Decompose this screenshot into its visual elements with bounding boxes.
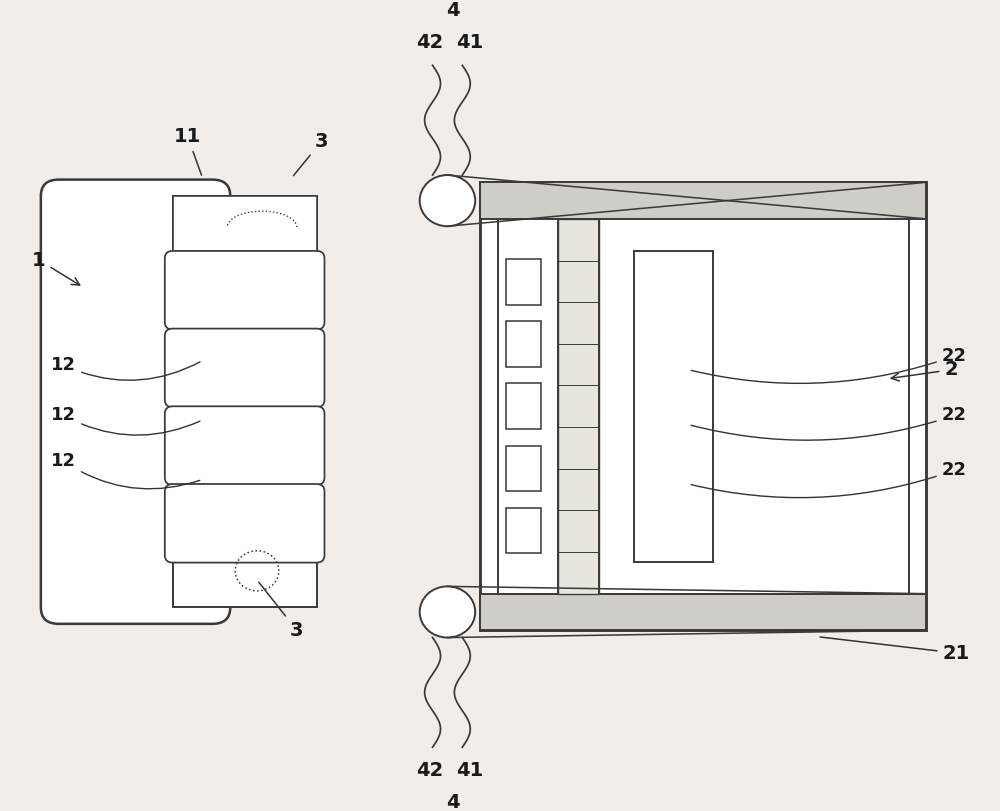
Text: 42: 42 — [416, 761, 443, 779]
Text: 22: 22 — [691, 347, 967, 384]
Bar — [498, 219, 909, 594]
Text: 41: 41 — [456, 761, 483, 779]
Bar — [480, 182, 926, 219]
Text: 22: 22 — [691, 461, 967, 498]
Text: 3: 3 — [259, 582, 303, 640]
Text: 41: 41 — [456, 33, 483, 52]
Text: 12: 12 — [51, 406, 200, 436]
Bar — [558, 219, 599, 594]
Text: 1: 1 — [32, 251, 80, 285]
FancyBboxPatch shape — [41, 179, 230, 624]
Bar — [173, 196, 317, 607]
Text: 12: 12 — [51, 453, 200, 489]
Bar — [506, 260, 541, 305]
Text: 2: 2 — [891, 360, 958, 381]
Text: 22: 22 — [691, 406, 967, 440]
Text: 11: 11 — [174, 127, 202, 175]
Text: 42: 42 — [416, 33, 443, 52]
Circle shape — [420, 175, 475, 226]
Bar — [480, 182, 926, 630]
FancyBboxPatch shape — [165, 251, 324, 329]
FancyBboxPatch shape — [165, 328, 324, 407]
FancyBboxPatch shape — [165, 406, 324, 485]
Text: 12: 12 — [51, 356, 200, 380]
Text: 21: 21 — [820, 637, 970, 663]
Bar — [634, 251, 713, 562]
Bar — [506, 508, 541, 553]
Bar — [506, 445, 541, 491]
Bar — [173, 196, 317, 258]
Bar — [480, 594, 926, 630]
Circle shape — [420, 586, 475, 637]
Bar — [506, 321, 541, 367]
FancyBboxPatch shape — [165, 484, 324, 563]
Bar — [506, 384, 541, 429]
Text: 4: 4 — [446, 792, 459, 811]
Text: 3: 3 — [294, 131, 328, 176]
Text: 4: 4 — [446, 1, 459, 20]
